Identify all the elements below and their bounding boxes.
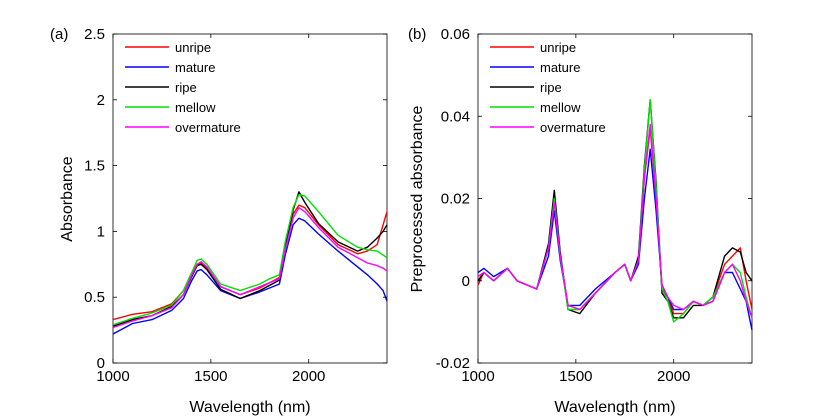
panel-a-series-overmature — [112, 207, 388, 329]
panel-b-y-axis-label: Preprocessed absorbance — [409, 106, 426, 293]
panel-b-legend-label-mellow: mellow — [540, 100, 581, 115]
panel-a-x-tick-label: 2000 — [292, 368, 325, 385]
panel-b-y-tick-label: 0.04 — [441, 108, 470, 125]
panel-b-y-tick-label: -0.02 — [436, 355, 470, 372]
panel-a-y-tick-label: 2.5 — [84, 26, 105, 43]
panel-a-x-axis-label: Wavelength (nm) — [189, 399, 310, 416]
panel-b-x-axis-label: Wavelength (nm) — [554, 399, 675, 416]
panel-b-series-overmature — [477, 123, 753, 319]
panel-a-legend-label-unripe: unripe — [175, 40, 211, 55]
panel-a-series-mature — [112, 217, 388, 335]
panel-a-plot-area — [112, 33, 388, 364]
panel-b-y-tick-label: 0.06 — [441, 26, 470, 43]
panel-a-y-tick-label: 0.5 — [84, 289, 105, 306]
panel-b-y-tick-label: 0 — [462, 273, 470, 290]
panel-b-legend: unripe mature ripe mellow overmature — [490, 40, 606, 135]
panel-b-tick-layer: 1000 1500 2000 -0.02 0 0.02 0.04 0.06 — [436, 26, 752, 385]
panel-a-absorbance-chart: (a) 1000 1500 2000 0 0.5 1 1.5 2 2.5 unripe matur… — [50, 26, 388, 416]
panel-b-x-tick-label: 2000 — [657, 368, 690, 385]
panel-a-series-mellow — [112, 193, 388, 326]
panel-b-legend-label-mature: mature — [540, 60, 580, 75]
panel-b-y-tick-label: 0.02 — [441, 191, 470, 208]
panel-a-y-tick-label: 2 — [97, 92, 105, 109]
panel-a-legend-label-mellow: mellow — [175, 100, 216, 115]
panel-a-legend-label-overmature: overmature — [175, 120, 241, 135]
panel-a-x-tick-label: 1500 — [194, 368, 227, 385]
panel-a-x-tick-label: 1000 — [96, 368, 129, 385]
panel-a-series-layer — [112, 191, 388, 335]
panel-b-plot-area — [477, 33, 753, 364]
panel-b-legend-label-overmature: overmature — [540, 120, 606, 135]
panel-a-tick-layer: 1000 1500 2000 0 0.5 1 1.5 2 2.5 — [84, 26, 387, 385]
panel-b-series-layer — [477, 99, 753, 331]
panel-a-legend-label-mature: mature — [175, 60, 215, 75]
panel-b-preprocessed-chart: (b) 1000 1500 2000 -0.02 0 0.02 0.04 0.06 unrip… — [408, 26, 753, 416]
panel-a-y-tick-label: 1.5 — [84, 158, 105, 175]
panel-a-y-tick-label: 1 — [97, 223, 105, 240]
panel-b-x-tick-label: 1000 — [461, 368, 494, 385]
panel-a-y-tick-label: 0 — [97, 355, 105, 372]
panel-b-x-tick-label: 1500 — [559, 368, 592, 385]
panel-a-legend: unripe mature ripe mellow overmature — [125, 40, 241, 135]
panel-a-label: (a) — [50, 26, 68, 43]
panel-b-label: (b) — [408, 26, 426, 43]
panel-a-legend-label-ripe: ripe — [175, 80, 197, 95]
panel-b-legend-label-unripe: unripe — [540, 40, 576, 55]
panel-a-y-axis-label: Absorbance — [59, 156, 76, 241]
panel-b-legend-label-ripe: ripe — [540, 80, 562, 95]
